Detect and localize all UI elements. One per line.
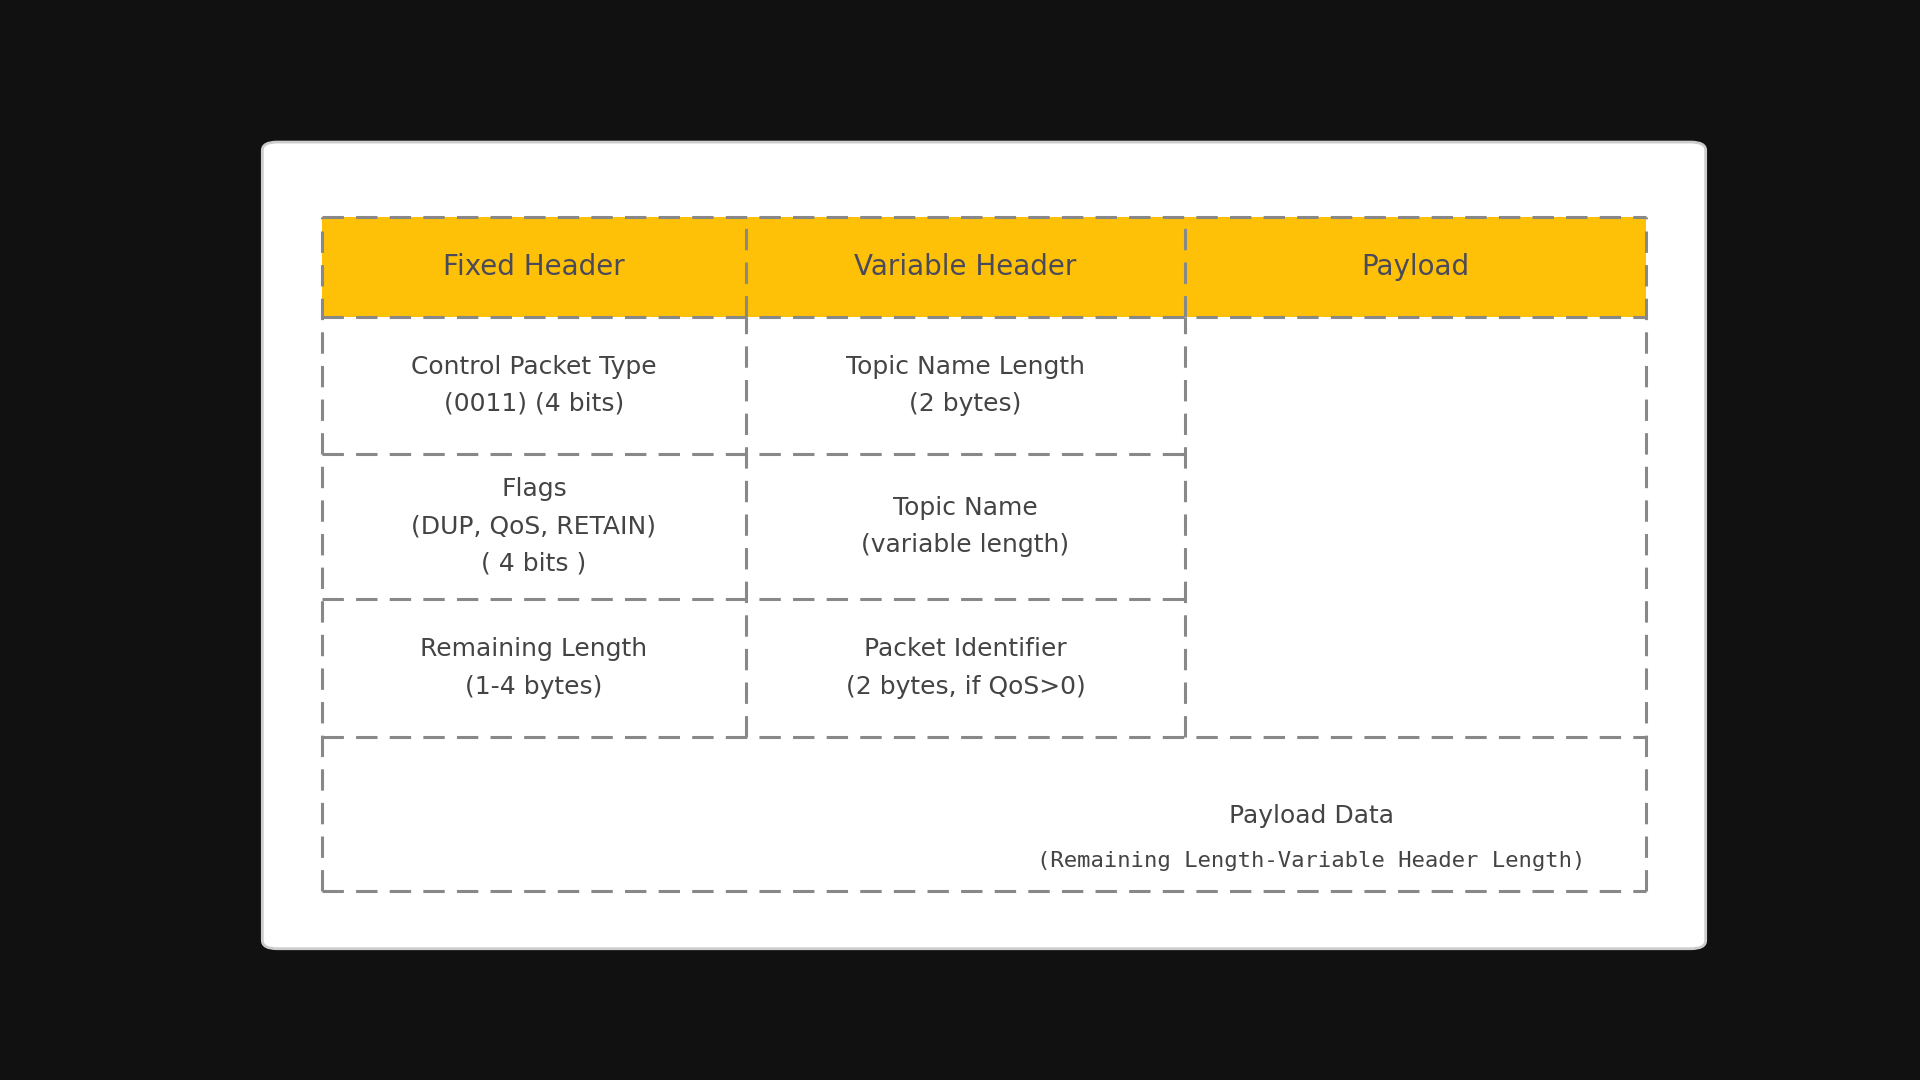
Bar bbox=[323, 217, 745, 316]
Text: Remaining Length
(1-4 bytes): Remaining Length (1-4 bytes) bbox=[420, 637, 647, 699]
Text: Flags
(DUP, QoS, RETAIN)
( 4 bits ): Flags (DUP, QoS, RETAIN) ( 4 bits ) bbox=[411, 477, 657, 576]
Text: Packet Identifier
(2 bytes, if QoS>0): Packet Identifier (2 bytes, if QoS>0) bbox=[845, 637, 1085, 699]
Bar bbox=[745, 217, 1185, 316]
Text: Payload: Payload bbox=[1361, 253, 1469, 281]
Text: (Remaining Length‐Variable Header Length): (Remaining Length‐Variable Header Length… bbox=[1037, 851, 1586, 872]
Text: Topic Name Length
(2 bytes): Topic Name Length (2 bytes) bbox=[847, 354, 1085, 416]
Text: Topic Name
(variable length): Topic Name (variable length) bbox=[862, 496, 1069, 557]
Text: Payload Data: Payload Data bbox=[1229, 804, 1394, 827]
Text: Variable Header: Variable Header bbox=[854, 253, 1077, 281]
Text: Fixed Header: Fixed Header bbox=[444, 253, 624, 281]
FancyBboxPatch shape bbox=[263, 143, 1705, 948]
Text: Control Packet Type
(0011) (4 bits): Control Packet Type (0011) (4 bits) bbox=[411, 354, 657, 416]
Bar bbox=[1185, 217, 1645, 316]
